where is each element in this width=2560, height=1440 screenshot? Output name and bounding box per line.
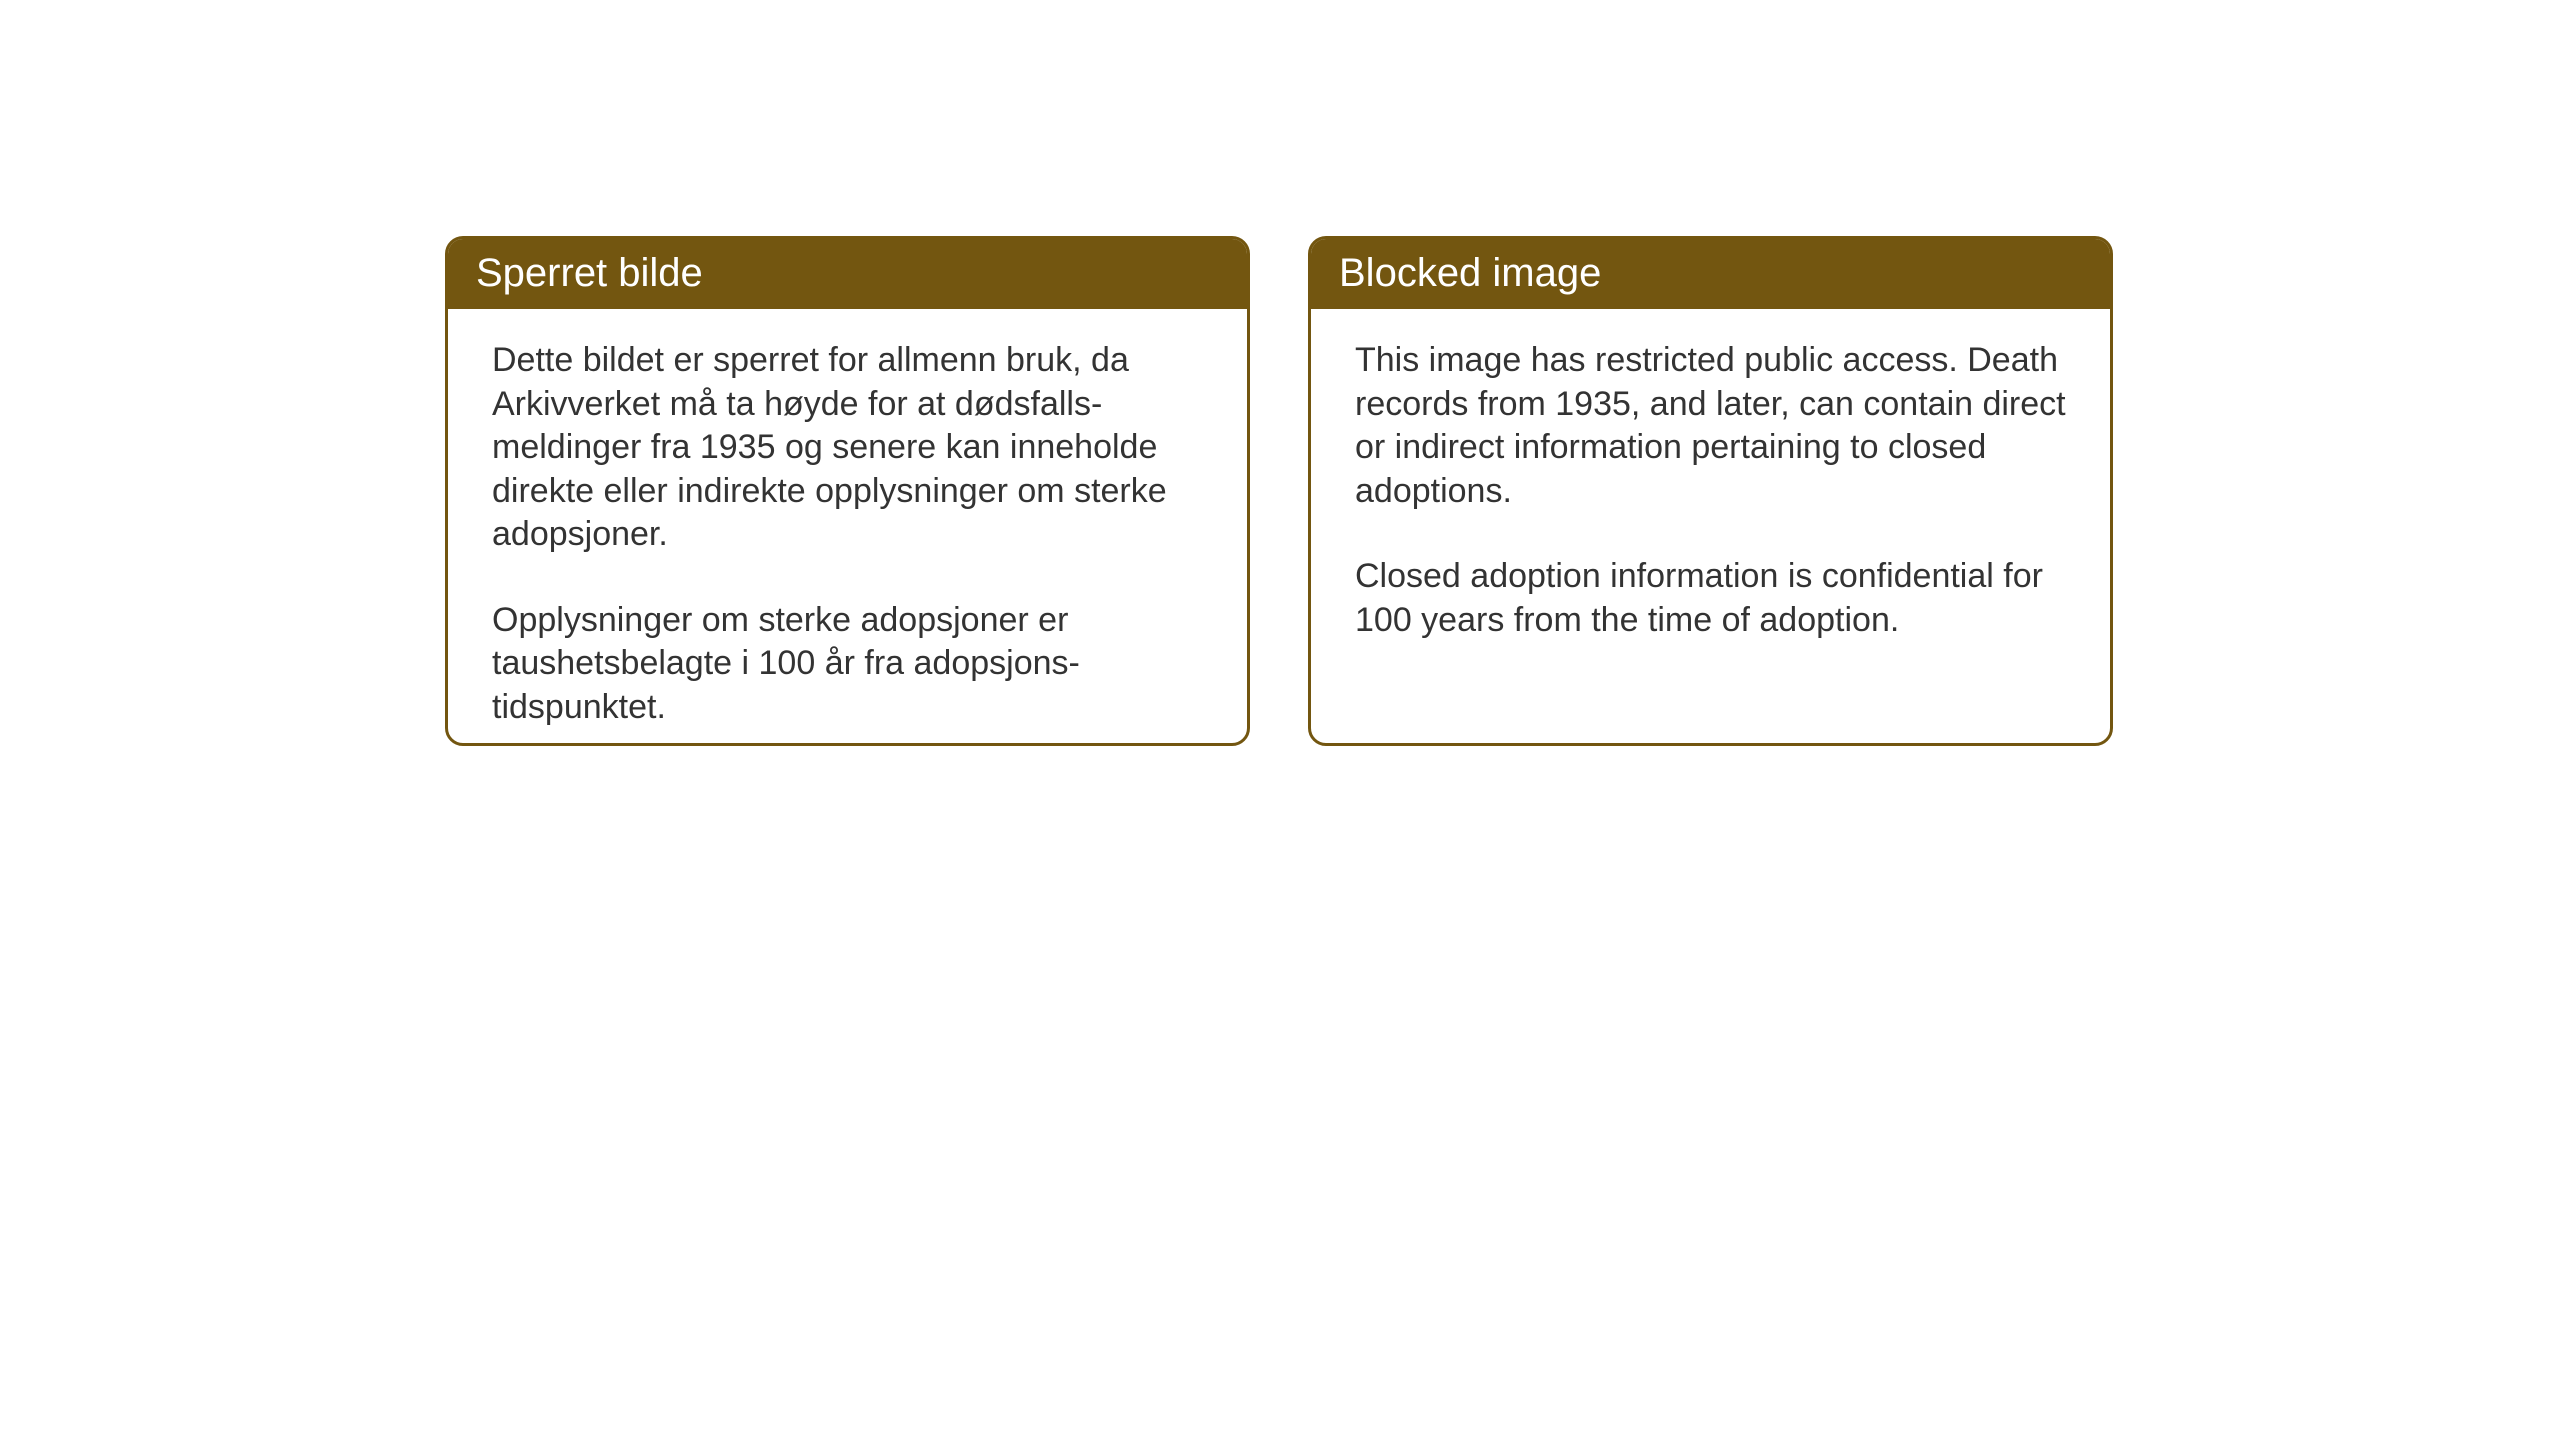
notice-paragraph: Closed adoption information is confident…: [1355, 555, 2066, 642]
notice-box-norwegian: Sperret bilde Dette bildet er sperret fo…: [445, 236, 1250, 746]
notice-paragraph: Dette bildet er sperret for allmenn bruk…: [492, 339, 1203, 557]
notice-box-english: Blocked image This image has restricted …: [1308, 236, 2113, 746]
notice-body-english: This image has restricted public access.…: [1311, 309, 2110, 672]
notice-paragraph: Opplysninger om sterke adopsjoner er tau…: [492, 599, 1203, 730]
notice-header-english: Blocked image: [1311, 239, 2110, 309]
notice-body-norwegian: Dette bildet er sperret for allmenn bruk…: [448, 309, 1247, 746]
notice-container: Sperret bilde Dette bildet er sperret fo…: [445, 236, 2113, 746]
notice-header-norwegian: Sperret bilde: [448, 239, 1247, 309]
notice-paragraph: This image has restricted public access.…: [1355, 339, 2066, 513]
